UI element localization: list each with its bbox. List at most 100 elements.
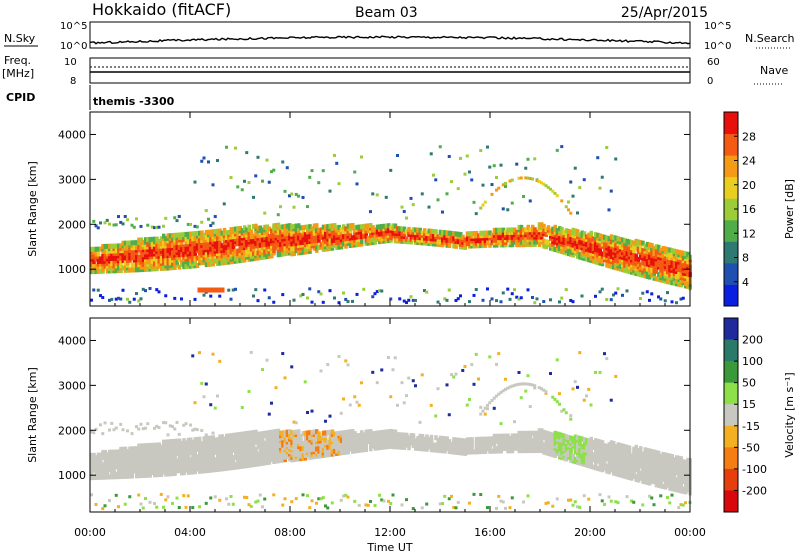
power-echo [488, 166, 491, 169]
power-echo [329, 289, 332, 292]
velocity-echo [230, 495, 233, 498]
velocity-echo [218, 360, 221, 363]
velocity-echo [383, 500, 386, 503]
velocity-echo [198, 351, 201, 354]
power-echo [493, 164, 496, 167]
velocity-echo [144, 497, 147, 500]
velocity-echo [421, 506, 424, 509]
power-echo [230, 298, 233, 301]
power-echo [614, 157, 617, 160]
velocity-echo [216, 395, 219, 398]
velocity-echo [110, 422, 113, 425]
freq-tick-top: 10 [64, 57, 77, 68]
power-echo [207, 160, 210, 163]
nsky-panel [90, 22, 690, 48]
power-colorbar-tick-label: 4 [742, 276, 749, 289]
power-echo [126, 218, 129, 221]
power-echo [572, 300, 575, 303]
power-echo [648, 299, 651, 302]
power-echo [268, 181, 271, 184]
power-echo [122, 222, 125, 225]
power-echo [342, 291, 345, 294]
power-echo [200, 160, 203, 163]
power-colorbar-tick-label: 28 [742, 130, 756, 143]
power-echo [133, 226, 136, 229]
velocity-echo [565, 411, 568, 414]
power-echo [308, 287, 311, 290]
velocity-echo [389, 502, 392, 505]
power-echo [666, 291, 669, 294]
power-echo [614, 292, 617, 295]
velocity-echo [108, 429, 111, 432]
power-echo [212, 222, 215, 225]
power-colorbar-label: Power [dB] [783, 179, 796, 239]
velocity-echo [272, 493, 275, 496]
power-echo [293, 299, 296, 302]
velocity-echo [495, 507, 498, 510]
power-echo [504, 182, 507, 185]
velocity-echo [583, 494, 586, 497]
power-colorbar-tick-label: 12 [742, 227, 756, 240]
velocity-echo [329, 415, 332, 418]
power-echo [527, 288, 530, 291]
velocity-echo [225, 497, 228, 500]
power-echo [502, 207, 505, 210]
power-echo [164, 217, 167, 220]
nsky-trace [90, 36, 690, 44]
velocity-echo [218, 499, 221, 502]
velocity-echo [407, 377, 410, 380]
velocity-echo [171, 502, 174, 505]
power-echo [140, 297, 143, 300]
power-echo [473, 294, 476, 297]
power-echo [257, 299, 260, 302]
velocity-echo [92, 431, 95, 434]
velocity-echo [475, 353, 478, 356]
power-echo [482, 184, 485, 187]
freq-unit: [MHz] [2, 67, 34, 80]
power-echo [491, 183, 494, 186]
power-echo [92, 288, 95, 291]
power-echo [306, 296, 309, 299]
velocity-echo [185, 506, 188, 509]
power-echo [486, 146, 489, 149]
velocity-echo [248, 390, 251, 393]
velocity-echo [594, 371, 597, 374]
velocity-echo [464, 365, 467, 368]
velocity-echo [261, 505, 264, 508]
power-echo [457, 187, 460, 190]
power-echo [479, 149, 482, 152]
velocity-echo [533, 384, 536, 387]
power-ytick-label: 3000 [58, 173, 86, 186]
power-colorbar-segment [724, 134, 738, 156]
velocity-echo [324, 420, 327, 423]
power-colorbar-segment [724, 112, 738, 134]
velocity-echo [117, 505, 120, 508]
velocity-echo [392, 493, 395, 496]
power-echo [297, 195, 300, 198]
velocity-echo [387, 356, 390, 359]
power-echo [556, 194, 559, 197]
power-echo [178, 215, 181, 218]
power-echo [542, 300, 545, 303]
power-echo [475, 212, 478, 215]
power-echo [230, 176, 233, 179]
velocity-echo [306, 494, 309, 497]
velocity-echo [140, 423, 143, 426]
velocity-echo [569, 499, 572, 502]
power-echo [135, 217, 138, 220]
velocity-echo [162, 506, 165, 509]
power-echo [500, 300, 503, 303]
power-colorbar-segment [724, 241, 738, 263]
power-echo [556, 149, 559, 152]
velocity-echo [374, 504, 377, 507]
power-echo [466, 154, 469, 157]
velocity-echo [450, 495, 453, 498]
power-echo [281, 160, 284, 163]
velocity-echo [527, 494, 530, 497]
velocity-echo [520, 396, 523, 399]
velocity-echo [331, 501, 334, 504]
power-echo [263, 212, 266, 215]
velocity-echo [200, 429, 203, 432]
velocity-echo [212, 353, 215, 356]
